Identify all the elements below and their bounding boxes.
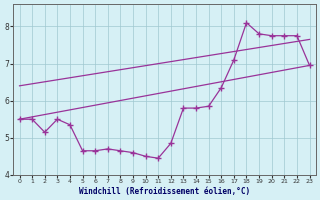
X-axis label: Windchill (Refroidissement éolien,°C): Windchill (Refroidissement éolien,°C) <box>79 187 250 196</box>
